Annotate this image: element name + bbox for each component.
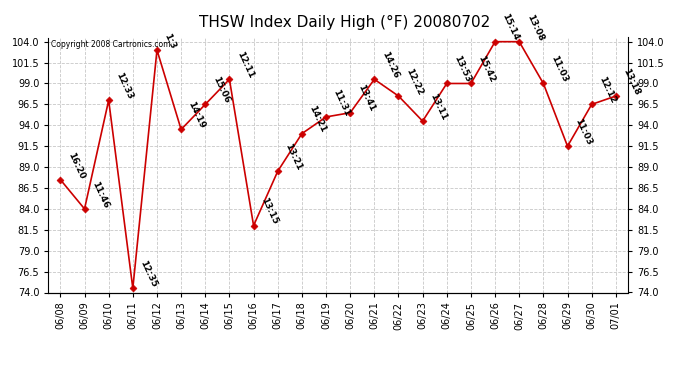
Text: 15:14: 15:14 xyxy=(501,12,521,42)
Text: 12:35: 12:35 xyxy=(139,259,159,289)
Text: 15:42: 15:42 xyxy=(477,54,497,84)
Text: 12:12: 12:12 xyxy=(598,75,618,105)
Text: 11:46: 11:46 xyxy=(90,180,110,210)
Text: 12:33: 12:33 xyxy=(115,71,135,101)
Text: 14:19: 14:19 xyxy=(187,100,207,130)
Text: THSW Index Daily High (°F) 20080702: THSW Index Daily High (°F) 20080702 xyxy=(199,15,491,30)
Text: 15:06: 15:06 xyxy=(211,75,231,105)
Text: 14:26: 14:26 xyxy=(380,50,400,80)
Text: 13:18: 13:18 xyxy=(622,67,642,97)
Text: 13:15: 13:15 xyxy=(259,196,279,226)
Text: 13:41: 13:41 xyxy=(356,84,376,113)
Text: 13:21: 13:21 xyxy=(284,142,304,172)
Text: 1:3: 1:3 xyxy=(163,32,177,51)
Text: 13:11: 13:11 xyxy=(428,92,448,122)
Text: 12:11: 12:11 xyxy=(235,50,255,80)
Text: Copyright 2008 Cartronics.com: Copyright 2008 Cartronics.com xyxy=(51,40,170,49)
Text: 11:31: 11:31 xyxy=(332,88,352,117)
Text: 12:22: 12:22 xyxy=(404,67,424,97)
Text: 13:53: 13:53 xyxy=(453,54,473,84)
Text: 11:03: 11:03 xyxy=(549,54,569,84)
Text: 14:21: 14:21 xyxy=(308,104,328,134)
Text: 13:08: 13:08 xyxy=(525,13,545,42)
Text: 11:03: 11:03 xyxy=(573,117,593,147)
Text: 16:20: 16:20 xyxy=(66,151,86,180)
